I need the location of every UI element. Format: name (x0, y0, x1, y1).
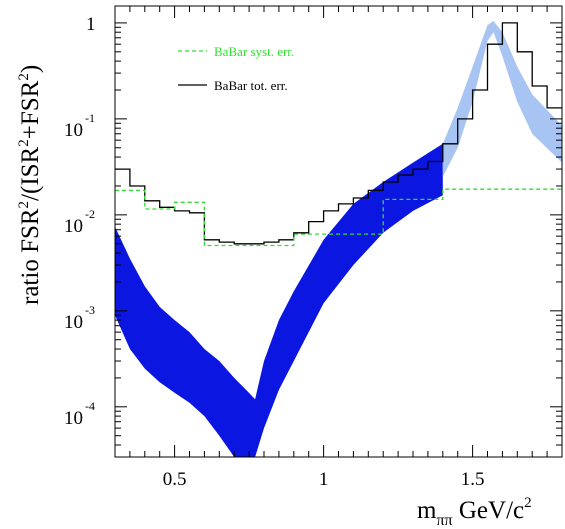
y-tick-label: 10 (64, 408, 83, 429)
y-axis-title: ratio FSR2/(ISR2+FSR2) (16, 65, 44, 305)
babar-syst-err-histogram (115, 188, 562, 247)
fsr-ratio-bands (115, 20, 562, 458)
legend: BaBar syst. err. BaBar tot. err. (178, 44, 294, 93)
x-tick-label: 0.5 (163, 469, 187, 490)
y-tick-label: 10 (64, 216, 83, 237)
y-tick-label-exponent: -4 (85, 399, 95, 413)
x-tick-label: 1.5 (461, 469, 485, 490)
fsr-band-1 (442, 20, 562, 177)
legend-label-tot: BaBar tot. err. (214, 78, 288, 93)
x-axis-title: mππ GeV/c2 (417, 495, 532, 529)
y-tick-label: 1 (86, 14, 96, 35)
y-tick-label-exponent: -3 (85, 303, 95, 317)
axis-ticks (114, 6, 563, 458)
y-tick-label: 10 (64, 312, 83, 333)
y-tick-label-exponent: -2 (85, 207, 95, 221)
y-tick-label-exponent: -1 (85, 111, 95, 125)
x-tick-label: 1 (319, 469, 329, 490)
y-tick-label: 10 (64, 120, 83, 141)
fsr-band-0 (115, 143, 443, 458)
babar-tot-err-histogram (115, 22, 562, 245)
legend-label-syst: BaBar syst. err. (214, 44, 294, 59)
babar-error-histograms (115, 22, 562, 247)
